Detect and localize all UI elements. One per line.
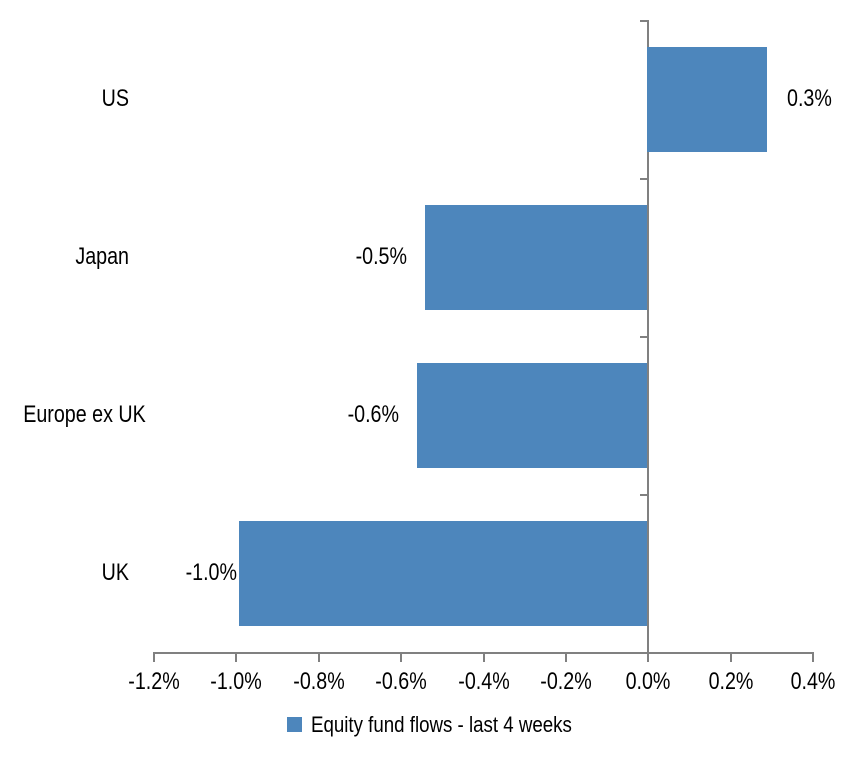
bar-uk <box>239 520 648 626</box>
x-tick-label: -0.6% <box>375 668 427 695</box>
x-axis-tick <box>153 652 155 662</box>
data-label-japan: -0.5% <box>355 243 407 270</box>
bar-europe-ex-uk <box>416 362 648 468</box>
legend-label: Equity fund flows - last 4 weeks <box>311 712 572 737</box>
x-tick-label: 0.2% <box>708 668 754 695</box>
category-axis-tick <box>640 178 650 180</box>
bar-japan <box>424 204 648 310</box>
bar-us <box>647 46 767 152</box>
x-axis-tick <box>729 652 732 662</box>
x-axis-tick <box>482 652 485 662</box>
x-axis-tick <box>317 652 320 662</box>
category-axis-tick <box>640 20 650 22</box>
x-tick-label: -0.8% <box>293 668 345 695</box>
category-label-japan: Japan <box>75 243 129 270</box>
x-axis-tick <box>564 652 567 662</box>
x-axis-tick <box>647 652 650 662</box>
data-label-us: 0.3% <box>786 85 832 112</box>
legend-swatch-icon <box>287 717 302 732</box>
x-axis-tick <box>400 652 403 662</box>
x-tick-label: -0.2% <box>540 668 592 695</box>
x-tick-label: -1.2% <box>128 668 180 695</box>
x-tick-label: -0.4% <box>457 668 510 695</box>
data-label-europe-ex-uk: -0.6% <box>347 401 399 428</box>
category-label-europe-ex-uk: Europe ex UK <box>23 401 146 428</box>
x-tick-label: 0.0% <box>625 668 671 695</box>
x-tick-label: -1.0% <box>210 668 263 695</box>
category-label-us: US <box>101 85 129 112</box>
x-tick-label: 0.4% <box>790 668 836 695</box>
category-axis-tick <box>640 652 650 654</box>
data-label-uk: -1.0% <box>186 559 238 586</box>
x-axis-tick <box>235 652 238 662</box>
category-axis-tick <box>640 494 650 496</box>
x-axis-tick <box>812 652 814 662</box>
category-axis-tick <box>640 336 650 338</box>
category-label-uk: UK <box>101 559 129 586</box>
